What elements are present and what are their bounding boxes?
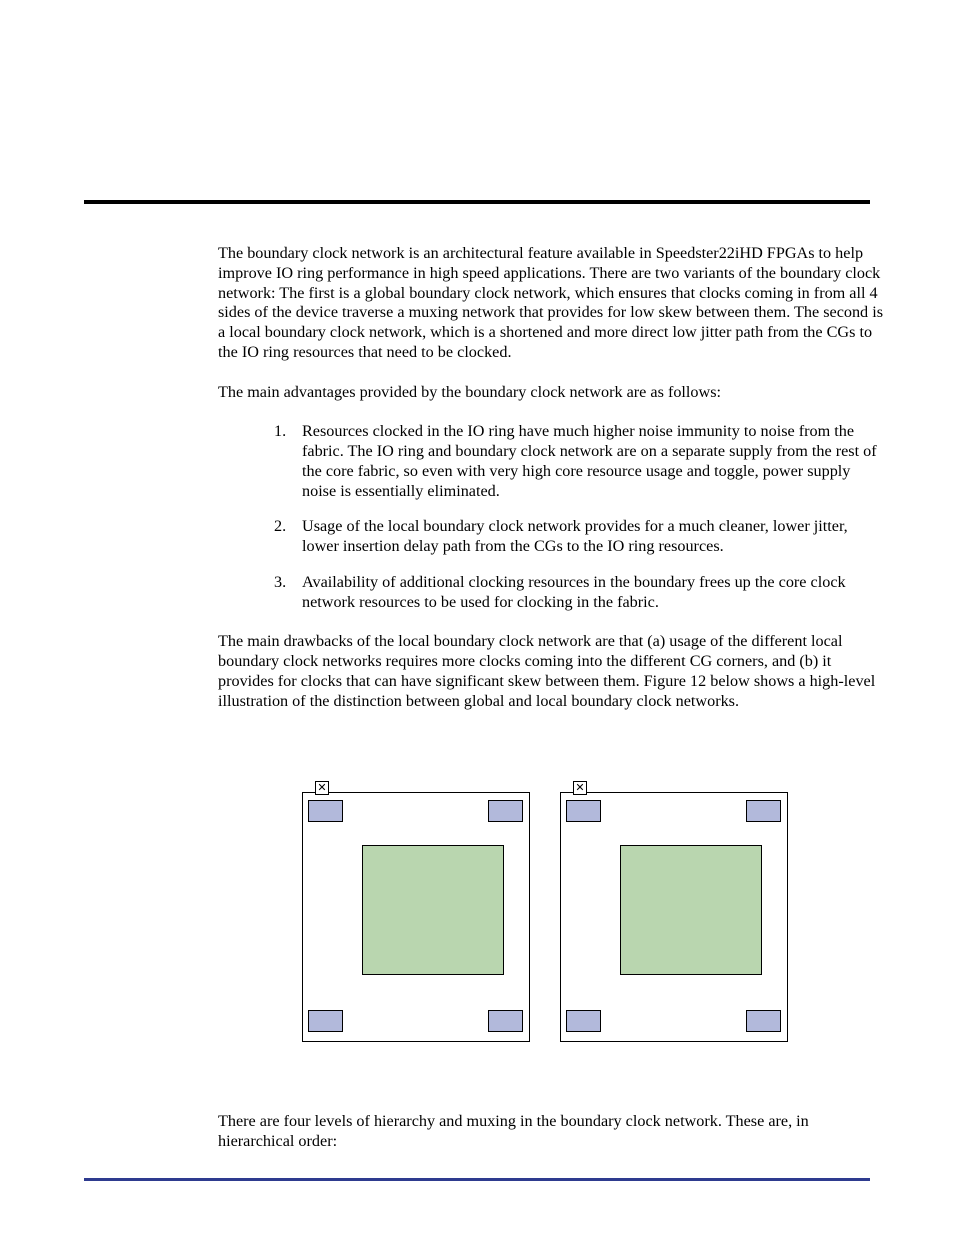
list-number: 3. xyxy=(274,573,302,613)
cg-block xyxy=(308,1010,343,1032)
cg-block xyxy=(488,800,523,822)
bottom-rule xyxy=(84,1178,870,1181)
list-number: 2. xyxy=(274,517,302,557)
top-rule xyxy=(84,200,870,204)
x-marker-icon: ✕ xyxy=(573,781,587,795)
core-block xyxy=(620,845,762,975)
cg-block xyxy=(746,1010,781,1032)
cg-block xyxy=(488,1010,523,1032)
page: The boundary clock network is an archite… xyxy=(0,0,954,1235)
list-text: Availability of additional clocking reso… xyxy=(302,573,884,613)
list-item: 2. Usage of the local boundary clock net… xyxy=(274,517,884,557)
paragraph-2: The main advantages provided by the boun… xyxy=(218,383,884,403)
cg-block xyxy=(566,1010,601,1032)
advantages-list: 1. Resources clocked in the IO ring have… xyxy=(274,422,884,612)
cg-block xyxy=(566,800,601,822)
list-text: Usage of the local boundary clock networ… xyxy=(302,517,884,557)
list-item: 1. Resources clocked in the IO ring have… xyxy=(274,422,884,501)
paragraph-3: The main drawbacks of the local boundary… xyxy=(218,632,884,711)
content-area: The boundary clock network is an archite… xyxy=(218,244,884,732)
list-number: 1. xyxy=(274,422,302,501)
paragraph-1: The boundary clock network is an archite… xyxy=(218,244,884,363)
list-text: Resources clocked in the IO ring have mu… xyxy=(302,422,884,501)
paragraph-4: There are four levels of hierarchy and m… xyxy=(218,1112,884,1152)
cg-block xyxy=(746,800,781,822)
core-block xyxy=(362,845,504,975)
x-marker-icon: ✕ xyxy=(315,781,329,795)
cg-block xyxy=(308,800,343,822)
figure-12: ✕ ✕ xyxy=(302,781,788,1043)
list-item: 3. Availability of additional clocking r… xyxy=(274,573,884,613)
